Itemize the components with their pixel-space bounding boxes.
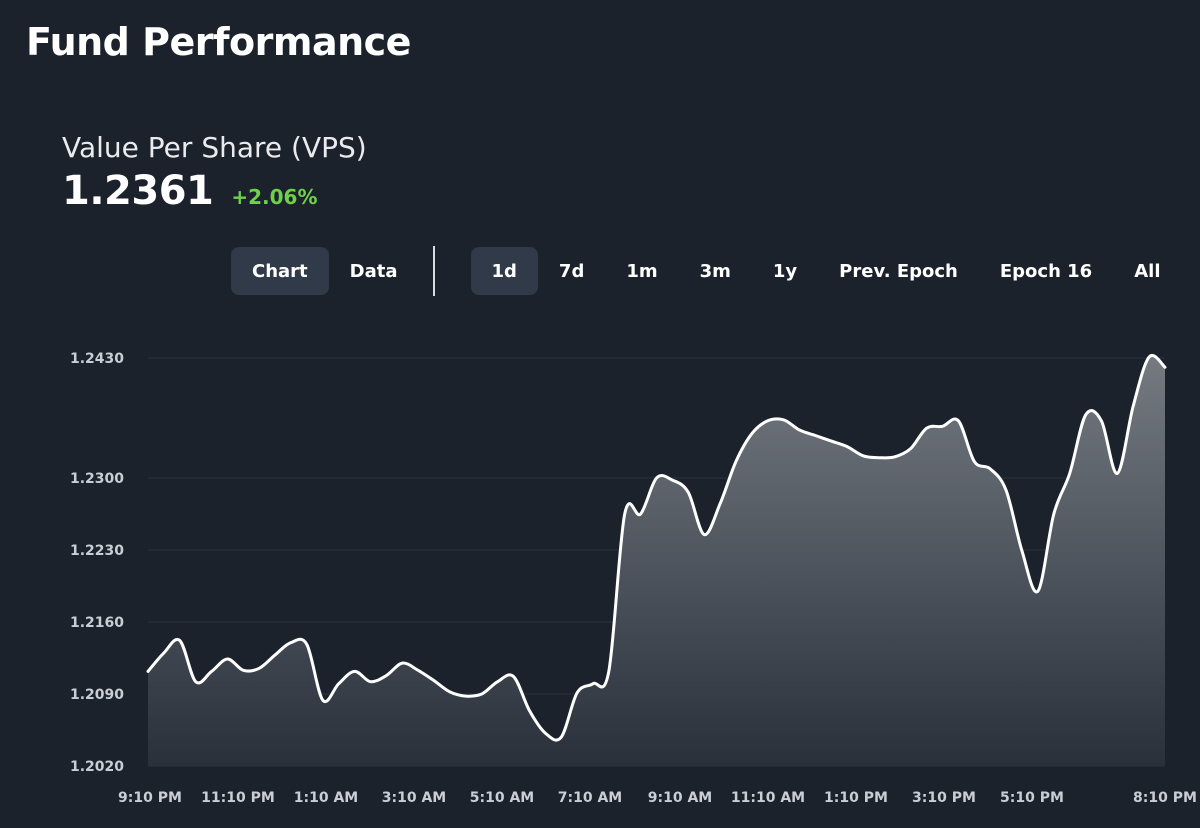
x-tick-label: 1:10 PM — [824, 790, 888, 806]
range-prev-epoch[interactable]: Prev. Epoch — [839, 260, 958, 282]
y-tick-label: 1.2430 — [70, 351, 124, 367]
x-tick-label: 11:10 AM — [731, 790, 805, 806]
range-epoch-16[interactable]: Epoch 16 — [999, 260, 1093, 282]
vps-chart[interactable]: 1.2430 1.2300 1.2230 1.2160 1.2090 1.2020 9:10… — [0, 330, 1200, 828]
x-tick-label: 5:10 PM — [1000, 790, 1064, 806]
x-tick-label: 5:10 AM — [470, 790, 534, 806]
range-all[interactable]: All — [1134, 260, 1161, 282]
y-tick-label: 1.2300 — [70, 471, 124, 487]
range-3m[interactable]: 3m — [699, 260, 731, 282]
metric-row: 1.2361 +2.06% — [62, 168, 318, 214]
series-area — [148, 355, 1165, 766]
y-tick-label: 1.2160 — [70, 615, 124, 631]
x-tick-label: 3:10 PM — [912, 790, 976, 806]
series-line — [146, 354, 1167, 742]
y-tick-label: 1.2230 — [70, 543, 124, 559]
range-7d[interactable]: 7d — [558, 260, 585, 282]
chart-toolbar: Chart Data 1d 7d 1m 3m 1y Prev. Epoch Ep… — [231, 246, 1182, 296]
x-tick-label: 11:10 PM — [201, 790, 275, 806]
range-selector: 1d 7d 1m 3m 1y Prev. Epoch Epoch 16 All — [470, 247, 1182, 295]
toolbar-divider — [432, 246, 435, 296]
page-title: Fund Performance — [26, 20, 411, 64]
x-tick-label: 9:10 PM — [118, 790, 182, 806]
y-tick-label: 1.2090 — [70, 687, 124, 703]
x-tick-label: 8:10 PM — [1133, 790, 1197, 806]
x-tick-label: 1:10 AM — [294, 790, 358, 806]
metric-value: 1.2361 — [62, 168, 214, 214]
range-1m[interactable]: 1m — [626, 260, 658, 282]
x-tick-label: 7:10 AM — [558, 790, 622, 806]
tab-data[interactable]: Data — [349, 260, 398, 282]
x-tick-label: 9:10 AM — [648, 790, 712, 806]
metric-change: +2.06% — [231, 185, 318, 209]
tab-chart[interactable]: Chart — [231, 247, 329, 295]
y-tick-label: 1.2020 — [70, 759, 124, 775]
x-tick-label: 3:10 AM — [382, 790, 446, 806]
range-1d[interactable]: 1d — [470, 247, 538, 295]
range-1y[interactable]: 1y — [772, 260, 798, 282]
metric-label: Value Per Share (VPS) — [62, 131, 367, 164]
